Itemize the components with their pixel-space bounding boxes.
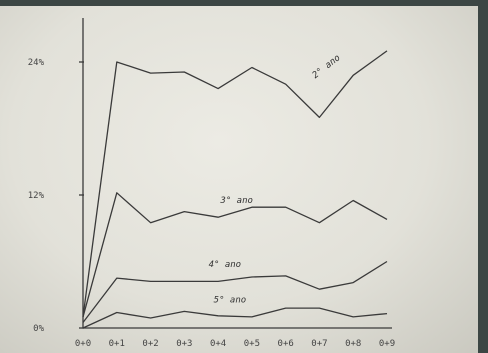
series-lines (83, 51, 387, 328)
x-tick-label: 0+9 (379, 339, 395, 349)
x-tick-label: 0+3 (176, 339, 192, 349)
series-labels: 2° ano 3° ano 4° ano 5° ano (209, 53, 343, 305)
x-tick-labels: 0+0 0+1 0+2 0+3 0+4 0+5 0+6 0+7 0+8 0+9 (75, 339, 395, 349)
y-tick-label: 12% (28, 191, 45, 201)
y-tick-labels: 0% 12% 24% (28, 58, 45, 334)
x-tick-label: 0+7 (311, 339, 327, 349)
series-line-5-ano (83, 308, 387, 328)
x-tick-label: 0+5 (244, 339, 260, 349)
series-label: 2° ano (311, 53, 343, 81)
axis-lines (83, 18, 392, 328)
series-line-2-ano (83, 51, 387, 317)
y-tick-label: 24% (28, 58, 45, 68)
series-label: 4° ano (209, 260, 242, 270)
x-tick-label: 0+4 (210, 339, 226, 349)
series-label: 3° ano (219, 196, 253, 206)
x-tick-label: 0+1 (109, 339, 125, 349)
x-tick-label: 0+8 (345, 339, 361, 349)
x-tick-label: 0+0 (75, 339, 91, 349)
series-label: 5° ano (214, 296, 247, 306)
x-tick-label: 0+6 (278, 339, 294, 349)
y-tick-label: 0% (33, 324, 44, 334)
x-tick-label: 0+2 (142, 339, 158, 349)
